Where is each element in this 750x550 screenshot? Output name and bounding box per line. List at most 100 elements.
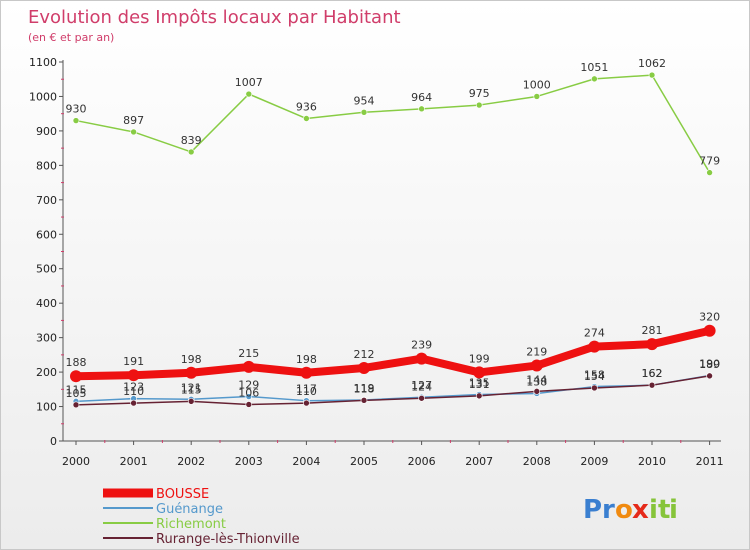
legend-label: Rurange-lès-Thionville (156, 532, 300, 547)
x-tick-label: 2006 (408, 455, 436, 468)
series-rurange-l-s-thionville: 105 110 115 106 110 118 124 131 144 154 162 189 (66, 358, 720, 409)
data-label: 124 (411, 380, 432, 393)
data-label: 188 (66, 356, 87, 369)
data-label: 320 (699, 311, 720, 324)
data-point (706, 169, 713, 176)
data-label: 162 (642, 367, 663, 380)
legend-label: Richemont (156, 517, 226, 532)
x-tick-label: 2011 (696, 455, 724, 468)
data-label: 897 (123, 114, 144, 127)
x-tick-label: 2008 (523, 455, 551, 468)
y-tick-label: 100 (36, 401, 57, 414)
data-point (646, 338, 658, 351)
data-point (418, 105, 425, 113)
data-label: 190 (699, 358, 720, 371)
chart-title: Evolution des Impôts locaux par Habitant (28, 7, 401, 28)
data-label: 106 (238, 386, 259, 399)
data-point (418, 394, 425, 402)
series-line (75, 375, 711, 406)
x-tick-label: 2000 (62, 455, 90, 468)
data-label: 274 (584, 327, 605, 340)
axes: 0 100 200 300 400 500 600 700 800 900 1000 1100 2000… (29, 56, 724, 468)
data-label: 281 (642, 324, 663, 337)
data-point (130, 399, 137, 407)
x-tick-label: 2010 (638, 455, 666, 468)
data-label: 1000 (523, 78, 551, 91)
series-richemont: 930 897 839 1007 936 954 964 975 1000 1051 1062 779 (66, 57, 720, 176)
data-label: 219 (526, 346, 547, 359)
data-label: 936 (296, 101, 317, 114)
data-label: 930 (66, 103, 87, 116)
y-tick-label: 0 (50, 435, 57, 448)
data-label: 123 (123, 381, 144, 394)
data-point (648, 71, 656, 79)
data-point (245, 393, 253, 400)
series-line (75, 74, 711, 174)
data-label: 115 (181, 383, 202, 396)
data-label: 110 (123, 385, 144, 398)
data-point (130, 128, 137, 136)
data-point (187, 398, 195, 405)
logo-letter: x (632, 495, 649, 525)
x-tick-label: 2004 (292, 455, 320, 468)
y-tick-label: 600 (36, 228, 57, 241)
data-point (245, 90, 253, 98)
y-tick-label: 300 (36, 332, 57, 345)
series-line (72, 326, 714, 381)
y-tick-label: 1000 (29, 90, 57, 103)
data-label: 198 (296, 353, 317, 366)
data-label: 199 (469, 352, 490, 365)
data-label: 779 (699, 155, 720, 168)
data-point (533, 388, 541, 395)
y-tick-label: 800 (36, 159, 57, 172)
data-point (703, 324, 716, 337)
legend-label: BOUSSE (156, 487, 209, 502)
y-tick-label: 700 (36, 194, 57, 207)
data-point (591, 75, 598, 83)
data-label: 154 (584, 370, 605, 383)
data-label: 191 (123, 355, 144, 368)
data-point (706, 372, 713, 380)
data-label: 198 (181, 353, 202, 366)
logo-letter: r (602, 495, 615, 525)
x-tick-label: 2002 (177, 455, 205, 468)
data-label: 162 (642, 367, 663, 380)
y-tick-label: 500 (36, 263, 57, 276)
data-point (185, 366, 198, 379)
data-point (187, 148, 195, 156)
series-bousse: 188 191 198 215 198 212 239 199 219 274 281 320 (66, 311, 720, 383)
data-point (415, 352, 428, 365)
data-label: 158 (584, 369, 605, 382)
data-point (303, 115, 310, 122)
logo-letter: i (649, 495, 658, 525)
series-line (75, 374, 711, 403)
data-label: 135 (469, 376, 490, 389)
data-point (245, 401, 253, 408)
data-label: 105 (66, 387, 87, 400)
y-tick-label: 900 (36, 125, 57, 138)
data-label: 117 (296, 383, 317, 396)
x-tick-label: 2009 (580, 455, 608, 468)
data-label: 215 (238, 347, 259, 360)
data-label: 138 (526, 375, 547, 388)
y-tick-label: 1100 (29, 56, 57, 69)
data-label: 1007 (235, 76, 263, 89)
data-point (473, 366, 486, 379)
data-label: 129 (238, 379, 259, 392)
data-label: 110 (296, 385, 317, 398)
data-point (475, 392, 483, 400)
logo-letter: o (615, 495, 633, 525)
data-point (358, 361, 370, 374)
chart-subtitle: (en € et par an) (28, 31, 114, 44)
x-tick-label: 2005 (350, 455, 378, 468)
data-point (360, 109, 368, 116)
data-label: 212 (354, 348, 375, 361)
data-label: 115 (66, 383, 87, 396)
data-point (533, 93, 541, 100)
y-tick-label: 200 (36, 366, 57, 379)
data-point (475, 101, 483, 109)
data-point (648, 381, 656, 389)
